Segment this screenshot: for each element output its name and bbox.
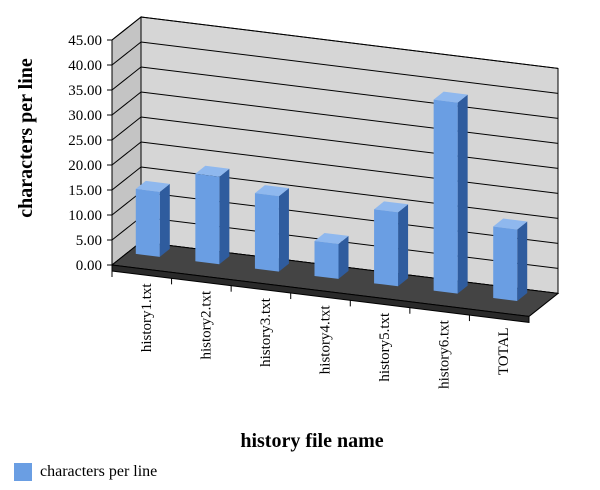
y-tick-label: 30.00	[68, 108, 102, 124]
bar-front	[433, 99, 458, 294]
gridline	[140, 91, 559, 144]
gridline-side	[111, 91, 142, 116]
bar-top	[374, 201, 409, 213]
gridline	[140, 41, 559, 94]
bar	[374, 201, 409, 287]
bar-front	[135, 188, 160, 257]
bar-front	[314, 240, 339, 279]
legend-swatch	[14, 463, 32, 481]
y-axis-ticks: 0.00 5.00 10.00 15.00 20.00 25.00 30.00 35.00 40…	[68, 33, 112, 274]
x-tick-label: history6.txt	[437, 319, 453, 389]
y-tick-label: 15.00	[68, 183, 102, 199]
bars	[135, 91, 528, 301]
bar-top	[135, 180, 170, 192]
bar	[195, 165, 230, 265]
bar-front	[374, 209, 399, 287]
bar	[254, 185, 289, 272]
y-tick-label: 45.00	[68, 33, 102, 49]
y-tick-label: 20.00	[68, 158, 102, 174]
bar-top	[314, 232, 349, 244]
bar-side	[398, 204, 409, 287]
y-tick-label: 35.00	[68, 83, 102, 99]
gridline	[140, 116, 559, 169]
bar-side	[219, 168, 230, 265]
x-tick-label: history1.txt	[139, 283, 155, 353]
legend-label: characters per line	[40, 463, 158, 480]
bar-top	[195, 165, 230, 177]
bar-front	[493, 226, 518, 301]
x-tick-label: TOTAL	[496, 327, 512, 375]
y-tick-label: 0.00	[76, 258, 102, 274]
gridline	[140, 141, 559, 194]
bar-side	[517, 221, 528, 301]
x-tick-label: history5.txt	[377, 312, 393, 382]
legend: characters per line	[14, 462, 157, 482]
gridline-side	[111, 166, 142, 191]
gridline-side	[111, 66, 142, 91]
bar-top	[493, 218, 528, 230]
gridline-side	[111, 141, 142, 166]
x-tick-label: history3.txt	[258, 297, 274, 367]
x-tick-label: history2.txt	[198, 290, 214, 360]
x-tick-label: history4.txt	[318, 305, 334, 375]
x-axis-title: history file name	[240, 430, 383, 452]
bar-side	[338, 235, 349, 279]
bar	[433, 91, 468, 294]
y-axis-title: characters per line	[15, 58, 37, 218]
bar-top	[254, 185, 289, 197]
bar	[135, 180, 170, 257]
bar	[493, 218, 528, 301]
gridline-side	[111, 16, 142, 41]
y-tick-label: 40.00	[68, 58, 102, 74]
y-tick-label: 10.00	[68, 208, 102, 224]
bar-side	[457, 94, 468, 294]
y-tick-label: 25.00	[68, 133, 102, 149]
gridline	[140, 16, 559, 69]
floor-edge	[111, 264, 530, 323]
bar-side	[278, 188, 289, 272]
bar-side	[159, 183, 170, 257]
bar-front	[195, 173, 220, 265]
gridline-side	[111, 116, 142, 141]
gridline	[140, 66, 559, 119]
bar-front	[254, 193, 279, 272]
gridline-side	[111, 41, 142, 66]
bar-top	[433, 91, 468, 103]
x-axis-ticks: history1.txt history2.txt history3.txt hist…	[111, 271, 512, 389]
y-tick-label: 5.00	[76, 233, 102, 249]
bar	[314, 232, 349, 279]
